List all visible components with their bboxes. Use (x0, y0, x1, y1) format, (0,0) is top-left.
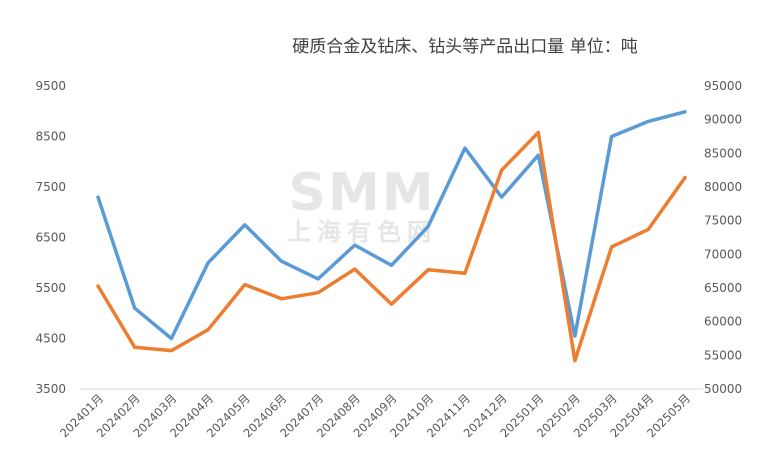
right-y-tick-label: 95000 (704, 79, 742, 93)
watermark: SMM 上海有色网 (287, 163, 437, 246)
left-y-tick-label: 3500 (35, 382, 66, 396)
watermark-sub: 上海有色网 (287, 218, 437, 246)
right-y-tick-label: 90000 (704, 113, 742, 127)
left-y-axis: 9500 8500 7500 6500 5500 4500 3500 (35, 79, 66, 396)
right-y-tick-label: 70000 (704, 247, 742, 261)
left-y-tick-label: 4500 (35, 332, 66, 346)
right-y-tick-label: 65000 (704, 281, 742, 295)
right-y-tick-label: 85000 (704, 146, 742, 160)
right-y-tick-label: 60000 (704, 315, 742, 329)
right-y-axis: 95000 90000 85000 80000 75000 70000 65000 60000… (704, 79, 742, 396)
x-axis: 202401月202402月202403月202404月202405月20240… (57, 388, 704, 440)
right-y-tick-label: 80000 (704, 180, 742, 194)
left-y-tick-label: 7500 (35, 180, 66, 194)
series-layer (96, 110, 687, 363)
chart-title: 硬质合金及钻床、钻头等产品出口量 单位：吨 (292, 37, 637, 57)
right-y-tick-label: 50000 (704, 382, 742, 396)
left-y-tick-label: 9500 (35, 79, 66, 93)
left-y-tick-label: 8500 (35, 130, 66, 144)
right-y-tick-label: 75000 (704, 214, 742, 228)
watermark-main: SMM (289, 163, 436, 223)
left-y-tick-label: 6500 (35, 231, 66, 245)
right-y-tick-label: 55000 (704, 348, 742, 362)
left-y-tick-label: 5500 (35, 281, 66, 295)
